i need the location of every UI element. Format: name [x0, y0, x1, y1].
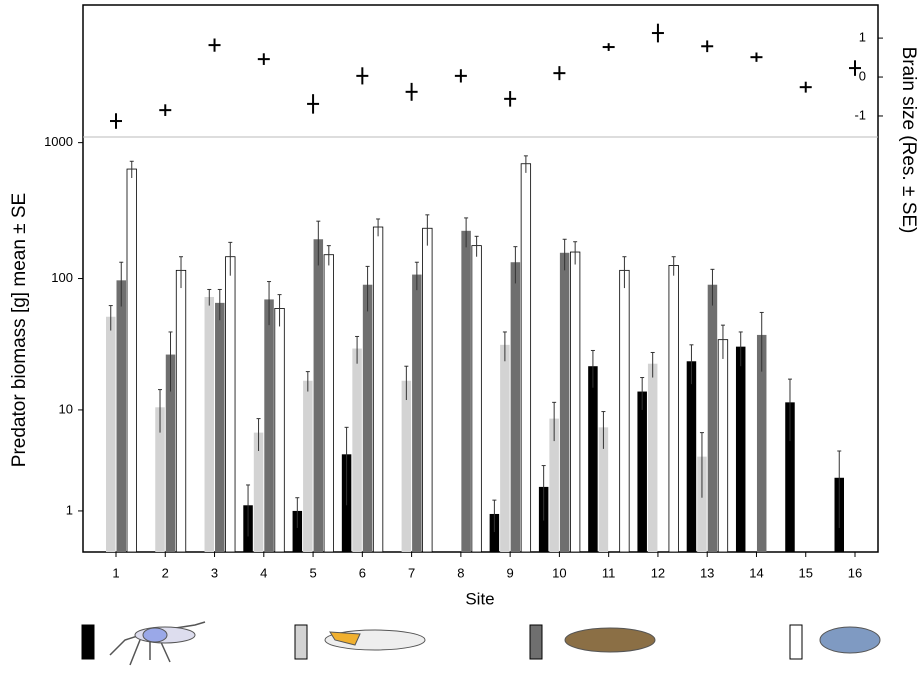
x-tick-label: 9 [507, 565, 514, 580]
x-tick-label: 5 [309, 565, 316, 580]
y-tick-label: 1000 [44, 134, 73, 149]
bar [313, 239, 324, 553]
bar [756, 334, 767, 552]
bar [323, 254, 334, 553]
bar [274, 308, 285, 553]
bar [422, 227, 433, 553]
x-tick-label: 6 [359, 565, 366, 580]
legend-illustrations [109, 621, 881, 666]
bar [204, 296, 215, 552]
y2-tick-label: 0 [859, 68, 866, 83]
bar [697, 456, 707, 552]
bar [461, 230, 471, 552]
x-axis-label: Site [465, 589, 494, 608]
x-tick-label: 12 [651, 565, 665, 580]
bar [303, 380, 313, 552]
x-tick-label: 2 [162, 565, 169, 580]
bar [570, 251, 581, 553]
bar [500, 344, 510, 552]
y-axis-label: Predator biomass [g] mean ± SE [9, 193, 30, 467]
bar [510, 262, 521, 552]
bar [175, 269, 187, 553]
bar [785, 402, 795, 552]
bar [412, 274, 422, 552]
bar [401, 380, 412, 552]
x-tick-label: 1 [112, 565, 119, 580]
bar [489, 513, 500, 552]
legend-swatch [529, 624, 543, 660]
bar [471, 245, 482, 553]
bar [598, 427, 609, 552]
legend-swatch [294, 624, 308, 660]
bar [116, 280, 126, 552]
bar [352, 348, 362, 552]
x-tick-label: 11 [602, 565, 616, 580]
bar [264, 299, 274, 552]
x-tick-label: 7 [408, 565, 415, 580]
bar [520, 163, 532, 553]
bar [549, 418, 559, 552]
bar [588, 366, 598, 552]
bar [647, 363, 658, 552]
bar [253, 432, 264, 552]
bar [619, 269, 630, 553]
y2-tick-label: -1 [854, 107, 866, 122]
x-tick-label: 3 [211, 565, 218, 580]
bar [707, 284, 718, 552]
bar [292, 510, 303, 552]
bar [165, 354, 176, 552]
x-tick-label: 14 [749, 565, 763, 580]
bar [717, 339, 729, 553]
bar [637, 391, 647, 552]
y2-axis-label: Brain size (Res. ± SE) [898, 47, 919, 234]
x-tick-label: 15 [798, 565, 812, 580]
x-tick-label: 4 [260, 565, 267, 580]
y-tick-label: 100 [51, 270, 73, 285]
bar [668, 265, 679, 553]
bar [215, 302, 225, 552]
x-tick-label: 13 [700, 565, 714, 580]
bar [686, 361, 697, 552]
bar [225, 256, 236, 553]
bar [106, 316, 116, 552]
bar [372, 226, 384, 553]
bar [362, 284, 373, 552]
x-tick-label: 16 [848, 565, 862, 580]
y-tick-label: 1 [66, 502, 73, 517]
bar [735, 346, 746, 552]
x-tick-label: 10 [552, 565, 566, 580]
legend-swatch [789, 624, 803, 660]
x-tick-label: 8 [457, 565, 464, 580]
y-tick-label: 10 [59, 401, 73, 416]
y2-tick-label: 1 [859, 30, 866, 45]
bar [559, 252, 570, 552]
bar [126, 168, 137, 553]
legend-swatch [81, 624, 95, 660]
bar [155, 407, 165, 552]
